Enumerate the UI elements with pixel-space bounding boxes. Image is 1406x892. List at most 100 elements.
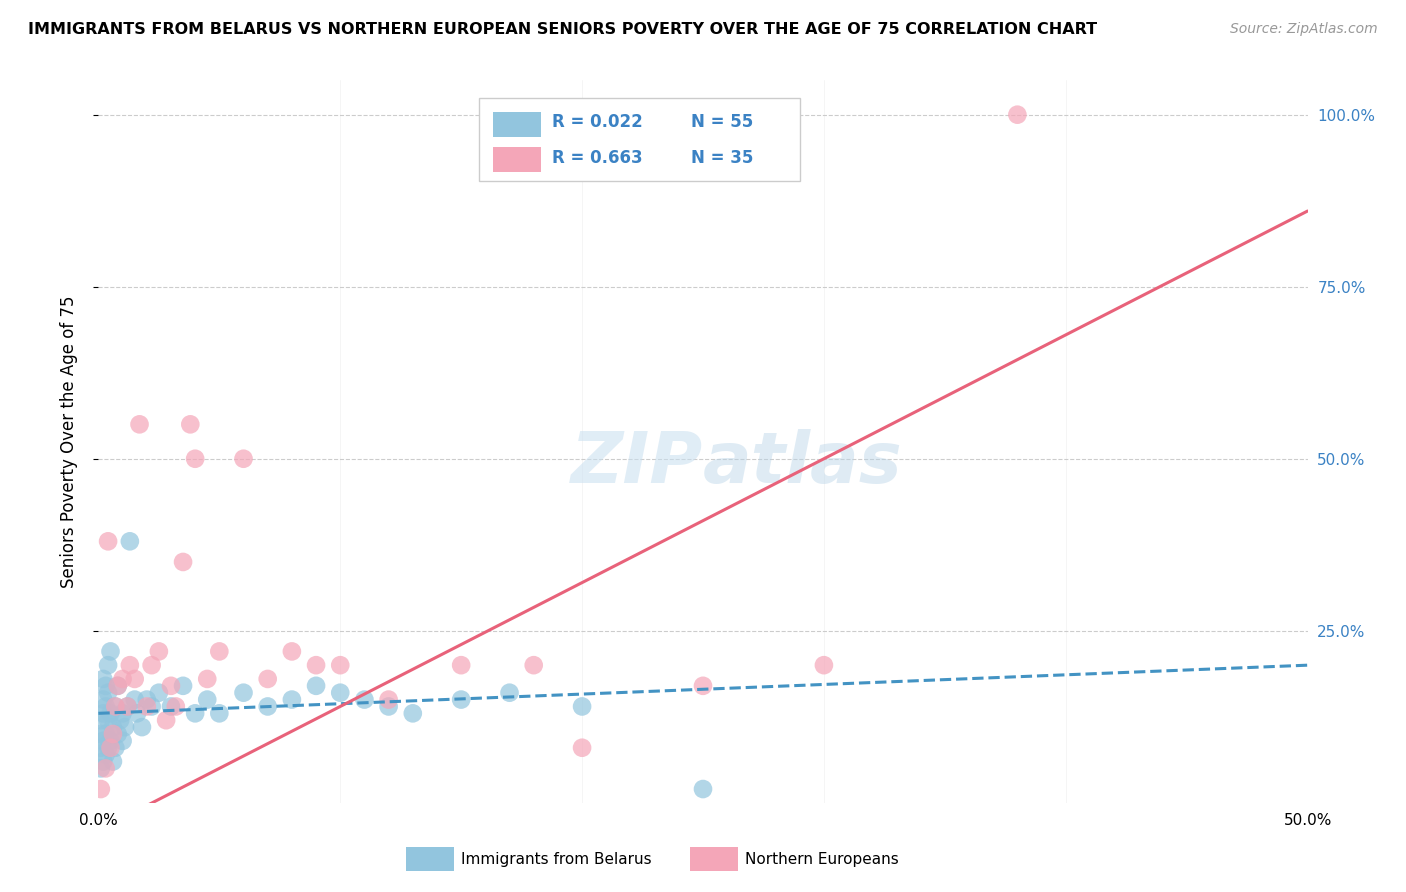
Y-axis label: Seniors Poverty Over the Age of 75: Seniors Poverty Over the Age of 75 xyxy=(59,295,77,588)
FancyBboxPatch shape xyxy=(492,112,541,136)
Point xyxy=(195,692,218,706)
Point xyxy=(148,644,170,658)
Point xyxy=(184,451,207,466)
Point xyxy=(128,417,150,432)
Point xyxy=(179,417,201,432)
Point xyxy=(305,679,328,693)
Point xyxy=(107,679,129,693)
Point xyxy=(117,699,139,714)
Point xyxy=(232,451,254,466)
FancyBboxPatch shape xyxy=(492,147,541,172)
Point xyxy=(100,740,122,755)
Point xyxy=(90,782,112,797)
Point xyxy=(91,672,114,686)
Point xyxy=(90,740,112,755)
Point xyxy=(104,699,127,714)
Point xyxy=(111,706,134,721)
Point xyxy=(172,555,194,569)
Point xyxy=(97,534,120,549)
Point xyxy=(329,686,352,700)
Point xyxy=(571,740,593,755)
Point xyxy=(100,706,122,721)
FancyBboxPatch shape xyxy=(690,847,738,871)
Point xyxy=(195,672,218,686)
Point xyxy=(124,692,146,706)
Point xyxy=(498,686,520,700)
Point xyxy=(141,699,163,714)
Text: R = 0.663: R = 0.663 xyxy=(551,149,643,167)
Point xyxy=(118,534,141,549)
Point xyxy=(208,644,231,658)
Text: N = 55: N = 55 xyxy=(690,113,754,131)
Point xyxy=(135,699,157,714)
Point xyxy=(172,679,194,693)
Point xyxy=(94,679,117,693)
Point xyxy=(100,644,122,658)
Point xyxy=(101,727,124,741)
Point xyxy=(118,658,141,673)
Point xyxy=(571,699,593,714)
Point xyxy=(101,755,124,769)
Point xyxy=(160,699,183,714)
Point xyxy=(305,658,328,673)
Point xyxy=(117,699,139,714)
FancyBboxPatch shape xyxy=(479,98,800,181)
Point xyxy=(124,672,146,686)
Point xyxy=(1007,108,1029,122)
Text: Source: ZipAtlas.com: Source: ZipAtlas.com xyxy=(1230,22,1378,37)
Point xyxy=(101,720,124,734)
Point xyxy=(329,658,352,673)
Point xyxy=(208,706,231,721)
Point xyxy=(90,713,112,727)
Text: atlas: atlas xyxy=(703,429,903,498)
Point xyxy=(692,679,714,693)
Point xyxy=(692,782,714,797)
Point xyxy=(107,727,129,741)
Point xyxy=(155,713,177,727)
Point xyxy=(256,699,278,714)
Point xyxy=(111,734,134,748)
Point xyxy=(377,699,399,714)
Point xyxy=(377,692,399,706)
Point xyxy=(91,706,114,721)
Point xyxy=(97,686,120,700)
Point xyxy=(523,658,546,673)
Text: Northern Europeans: Northern Europeans xyxy=(745,852,898,867)
Point xyxy=(91,734,114,748)
Point xyxy=(111,672,134,686)
Point xyxy=(450,658,472,673)
Point xyxy=(402,706,425,721)
Point xyxy=(90,761,112,775)
Point xyxy=(94,699,117,714)
Text: IMMIGRANTS FROM BELARUS VS NORTHERN EUROPEAN SENIORS POVERTY OVER THE AGE OF 75 : IMMIGRANTS FROM BELARUS VS NORTHERN EURO… xyxy=(28,22,1097,37)
Point xyxy=(131,720,153,734)
Point xyxy=(94,727,117,741)
Point xyxy=(97,740,120,755)
Point xyxy=(148,686,170,700)
Point xyxy=(135,692,157,706)
FancyBboxPatch shape xyxy=(405,847,454,871)
Point xyxy=(165,699,187,714)
Point xyxy=(91,692,114,706)
Point xyxy=(91,755,114,769)
Text: R = 0.022: R = 0.022 xyxy=(551,113,643,131)
Point xyxy=(353,692,375,706)
Point xyxy=(104,699,127,714)
Point xyxy=(232,686,254,700)
Point xyxy=(107,679,129,693)
Point xyxy=(450,692,472,706)
Point xyxy=(108,713,131,727)
Point xyxy=(90,727,112,741)
Point xyxy=(104,740,127,755)
Point xyxy=(114,720,136,734)
Point xyxy=(94,761,117,775)
Point xyxy=(256,672,278,686)
Point xyxy=(160,679,183,693)
Point xyxy=(100,734,122,748)
Text: Immigrants from Belarus: Immigrants from Belarus xyxy=(461,852,652,867)
Text: ZIP: ZIP xyxy=(571,429,703,498)
Point xyxy=(97,713,120,727)
Text: N = 35: N = 35 xyxy=(690,149,754,167)
Point xyxy=(813,658,835,673)
Point xyxy=(184,706,207,721)
